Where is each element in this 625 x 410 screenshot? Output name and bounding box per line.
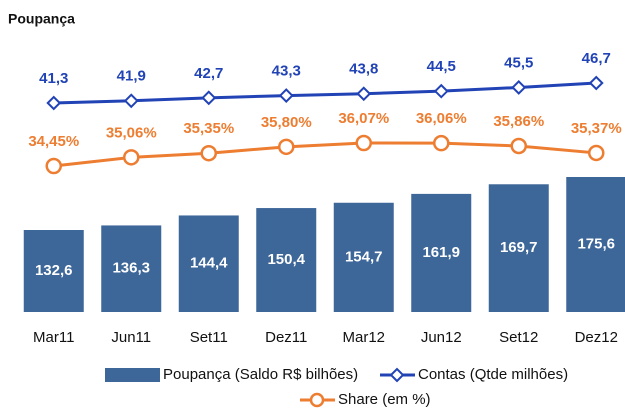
data-label: 35,37%	[571, 120, 622, 137]
bar-label: 175,6	[577, 235, 615, 252]
point	[200, 144, 217, 162]
point	[123, 149, 140, 166]
legend-marker	[309, 392, 325, 408]
x-tick-label: Dez11	[265, 329, 307, 346]
chart-title: Poupança	[8, 11, 75, 27]
x-tick-label: Set12	[499, 329, 538, 346]
bar	[488, 184, 549, 312]
data-label: 34,45%	[28, 133, 79, 150]
bar-label: 136,3	[112, 260, 150, 277]
point	[511, 80, 527, 95]
bar	[101, 225, 162, 312]
x-tick-label: Jun12	[421, 329, 462, 346]
point	[45, 157, 62, 175]
bar	[256, 208, 317, 312]
data-label: 46,7	[582, 50, 611, 67]
data-label: 35,80%	[261, 114, 312, 131]
point	[510, 137, 527, 155]
data-label: 45,5	[504, 54, 533, 71]
point	[433, 134, 450, 152]
x-tick-label: Set11	[190, 329, 228, 346]
legend-swatch	[105, 368, 160, 382]
bar	[333, 202, 394, 312]
data-label: 35,86%	[493, 113, 544, 130]
point	[201, 90, 217, 106]
point	[588, 75, 604, 91]
data-label: 43,8	[349, 61, 378, 78]
x-tick-label: Jun11	[111, 329, 151, 346]
point	[356, 86, 372, 102]
bar-label: 132,6	[35, 262, 73, 279]
legend-label: Poupança (Saldo R$ bilhões)	[163, 366, 358, 383]
bar	[411, 193, 472, 312]
data-label: 36,06%	[416, 110, 467, 127]
point	[278, 138, 295, 156]
bar	[178, 215, 239, 312]
x-tick-label: Mar11	[33, 329, 74, 346]
bar-label: 154,7	[345, 248, 383, 265]
legend-label: Contas (Qtde milhões)	[418, 366, 568, 383]
data-label: 35,35%	[183, 120, 234, 137]
point	[355, 134, 372, 152]
legend-marker	[389, 367, 405, 383]
point	[123, 93, 139, 109]
data-label: 41,9	[117, 68, 146, 85]
data-label: 35,06%	[106, 124, 157, 141]
data-label: 44,5	[427, 58, 456, 75]
line	[53, 81, 597, 105]
line	[53, 141, 597, 168]
data-label: 36,07%	[338, 110, 389, 127]
bar-label: 169,7	[500, 239, 538, 256]
data-label: 41,3	[39, 70, 68, 87]
data-label: 43,3	[272, 63, 301, 80]
bar-label: 150,4	[267, 251, 305, 268]
point	[433, 83, 449, 99]
x-tick-label: Mar12	[342, 329, 385, 346]
bar-label: 144,4	[190, 255, 228, 272]
x-tick-label: Dez12	[575, 329, 618, 346]
bar-label: 161,9	[422, 244, 460, 261]
point	[46, 95, 62, 111]
point	[588, 144, 605, 162]
bar	[566, 177, 625, 312]
point	[278, 88, 294, 104]
bar	[23, 230, 84, 312]
legend-label: Share (em %)	[338, 391, 431, 408]
data-label: 42,7	[194, 65, 223, 82]
